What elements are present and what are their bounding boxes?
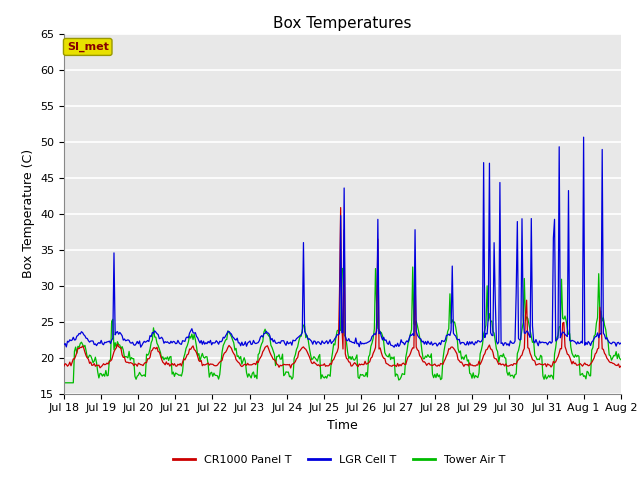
X-axis label: Time: Time xyxy=(327,419,358,432)
Title: Box Temperatures: Box Temperatures xyxy=(273,16,412,31)
Text: SI_met: SI_met xyxy=(67,42,109,52)
Y-axis label: Box Temperature (C): Box Temperature (C) xyxy=(22,149,35,278)
Legend: CR1000 Panel T, LGR Cell T, Tower Air T: CR1000 Panel T, LGR Cell T, Tower Air T xyxy=(168,451,510,469)
